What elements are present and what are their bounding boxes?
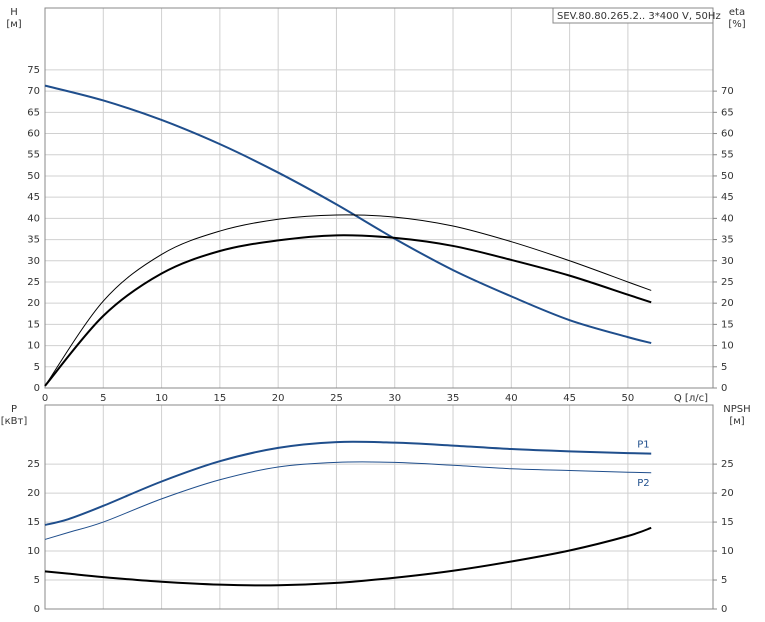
y2-tick-label: 5 (721, 575, 727, 586)
y2-tick-label: 70 (721, 86, 734, 97)
y-tick-label: 30 (27, 256, 40, 267)
y2-tick-label: 15 (721, 517, 734, 528)
y-tick-label: 65 (27, 107, 40, 118)
y-tick-label: 5 (34, 575, 40, 586)
y2-tick-label: 20 (721, 298, 734, 309)
y-axis-label: [м] (6, 19, 21, 30)
y-tick-label: 45 (27, 192, 40, 203)
x-axis-label: Q [л/с] (674, 393, 708, 404)
chart-title: SEV.80.80.265.2.. 3*400 V, 50Hz (557, 11, 721, 22)
curve (44, 84, 652, 345)
y2-tick-label: 25 (721, 277, 734, 288)
y2-tick-label: 10 (721, 546, 734, 557)
x-tick-label: 5 (100, 393, 106, 404)
y-axis-label: P (11, 404, 17, 415)
y2-tick-label: 25 (721, 459, 734, 470)
y2-tick-label: 0 (721, 383, 727, 394)
curve (44, 440, 652, 526)
y-tick-label: 0 (34, 383, 40, 394)
x-tick-label: 35 (447, 393, 460, 404)
x-tick-label: 25 (330, 393, 343, 404)
y-tick-label: 15 (27, 319, 40, 330)
y-tick-label: 70 (27, 86, 40, 97)
y-tick-label: 60 (27, 129, 40, 140)
y2-tick-label: 40 (721, 213, 734, 224)
x-tick-label: 30 (388, 393, 401, 404)
y-tick-label: 10 (27, 341, 40, 352)
title-box (552, 7, 714, 24)
x-tick-label: 15 (214, 393, 227, 404)
curve (44, 526, 652, 587)
y2-tick-label: 30 (721, 256, 734, 267)
y2-tick-label: 20 (721, 488, 734, 499)
y2-tick-label: 60 (721, 129, 734, 140)
x-tick-label: 10 (155, 393, 168, 404)
y2-tick-label: 55 (721, 150, 734, 161)
y-tick-label: 15 (27, 517, 40, 528)
y-tick-label: 55 (27, 150, 40, 161)
y2-axis-label: eta (729, 7, 745, 18)
y-tick-label: 50 (27, 171, 40, 182)
y2-tick-label: 15 (721, 319, 734, 330)
y-tick-label: 5 (34, 362, 40, 373)
y-tick-label: 25 (27, 277, 40, 288)
y2-tick-label: 5 (721, 362, 727, 373)
y-tick-label: 35 (27, 235, 40, 246)
x-tick-label: 50 (622, 393, 635, 404)
y-tick-label: 40 (27, 213, 40, 224)
y2-tick-label: 35 (721, 235, 734, 246)
plot-frame (44, 7, 714, 389)
y2-tick-label: 10 (721, 341, 734, 352)
y-tick-label: 20 (27, 298, 40, 309)
x-tick-label: 45 (563, 393, 576, 404)
y2-axis-label: [м] (729, 416, 744, 427)
curve (44, 234, 652, 387)
y2-axis-label: NPSH (723, 404, 750, 415)
y-tick-label: 20 (27, 488, 40, 499)
y-tick-label: 0 (34, 604, 40, 615)
plot-area (45, 405, 713, 609)
y-axis-label: H (10, 7, 18, 18)
plot-frame (44, 404, 714, 610)
y2-tick-label: 65 (721, 107, 734, 118)
series-label: P1 (637, 440, 649, 451)
x-tick-label: 0 (42, 393, 48, 404)
y-tick-label: 10 (27, 546, 40, 557)
y-tick-label: 25 (27, 459, 40, 470)
y2-axis-label: [%] (728, 19, 745, 30)
y2-tick-label: 50 (721, 171, 734, 182)
series-label: P2 (637, 478, 649, 489)
y2-tick-label: 45 (721, 192, 734, 203)
x-tick-label: 20 (272, 393, 285, 404)
y-axis-label: [кВт] (1, 416, 28, 427)
curve (44, 461, 652, 540)
x-tick-label: 40 (505, 393, 518, 404)
plot-area (45, 8, 713, 388)
curve (44, 214, 652, 387)
y-tick-label: 75 (27, 65, 40, 76)
y2-tick-label: 0 (721, 604, 727, 615)
